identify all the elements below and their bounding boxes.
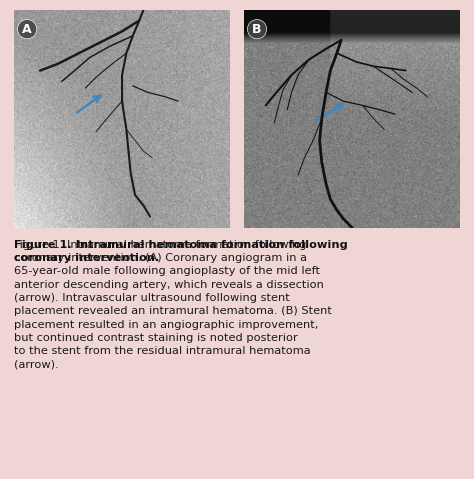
Text: B: B: [252, 23, 262, 36]
Text: Figure 1. Intramural hematoma formation following
coronary intervention. (A) Cor: Figure 1. Intramural hematoma formation …: [14, 240, 332, 370]
Text: Figure 1. Intramural hematoma formation following
coronary intervention.: Figure 1. Intramural hematoma formation …: [14, 240, 348, 263]
Text: A: A: [22, 23, 32, 36]
